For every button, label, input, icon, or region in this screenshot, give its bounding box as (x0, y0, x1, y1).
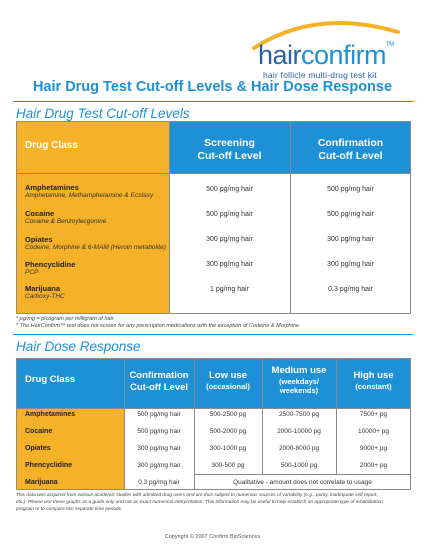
brand-wordmark-confirm: confirm (301, 40, 387, 70)
header-line: Confirmation (317, 137, 384, 149)
dose-row-high: 9000+ pg (359, 445, 388, 452)
dose-row-medium: 500-1000 pg (280, 462, 318, 469)
cutoff-note: * The HairConfirm™ test does not screen … (16, 323, 300, 329)
cutoff-row-screening: 500 pg/mg hair (206, 211, 253, 218)
header-line: (constant) (355, 381, 392, 391)
dose-disclaimer: etc.). Please use these graphs as a guid… (16, 500, 383, 505)
cutoff-row-confirmation: 500 pg/mg hair (327, 186, 374, 193)
dose-col-divider (262, 358, 263, 474)
dose-col-divider (336, 358, 337, 474)
brand-wordmark-hair: hair (258, 40, 302, 70)
cutoff-header-divider (16, 173, 411, 174)
dose-row-drug: Phencyclidine (25, 462, 73, 469)
dose-header-bg (16, 358, 411, 408)
cutoff-note: * pg/mg = picogram per milligram of hair (16, 316, 114, 322)
header-line: Screening (204, 137, 255, 149)
title-divider (13, 101, 413, 102)
dose-row-low: 300-1000 pg (209, 445, 247, 452)
cutoff-row-sub: PCP (25, 269, 39, 276)
section-divider (13, 334, 413, 335)
cutoff-row-sub: Cocaine & Benzoylecgonine (25, 218, 107, 225)
cutoff-row-drug: Amphetamines (25, 183, 79, 192)
dose-drug-column-bg (16, 408, 124, 490)
trademark-mark: TM (386, 42, 394, 48)
dose-row-high: 10000+ pg (358, 428, 389, 435)
cutoff-header-confirmation: Confirmation Cut-off Level (290, 137, 411, 163)
dose-header-medium-use: Medium use (weekdays/ weekends) (262, 365, 336, 396)
dose-row-confirmation: 500 pg/mg hair (137, 428, 181, 435)
dose-row-confirmation: 300 pg/mg hair (137, 445, 181, 452)
brand-wordmark: hairconfirmTM (258, 42, 394, 69)
dose-row-confirmation: 0.3 pg/mg hair (138, 479, 180, 486)
dose-table (16, 358, 411, 490)
header-line: Confirmation (129, 370, 189, 381)
dose-row-drug: Cocaine (25, 428, 53, 435)
dose-row-low: 500-2000 pg (209, 428, 247, 435)
dose-header-drug-class: Drug Class (25, 374, 76, 385)
cutoff-row-drug: Phencyclidine (25, 260, 76, 269)
cutoff-row-confirmation: 300 pg/mg hair (327, 261, 374, 268)
dose-row-medium: 2000-8000 pg (278, 445, 320, 452)
cutoff-row-drug: Opiates (25, 235, 53, 244)
cutoff-row-screening: 500 pg/mg hair (206, 186, 253, 193)
cutoff-row-sub: Amphetamine, Methamphetamine & Ecstasy (25, 192, 154, 199)
cutoff-row-confirmation: 300 pg/mg hair (327, 236, 374, 243)
brand-tagline: hair follicle multi-drug test kit (263, 70, 377, 80)
dose-row-drug: Marijuana (25, 479, 58, 486)
cutoff-row-drug: Marijuana (25, 284, 61, 293)
cutoff-row-sub: Carboxy-THC (25, 293, 65, 300)
cutoff-col-divider (290, 121, 291, 314)
cutoff-row-drug: Cocaine (25, 209, 55, 218)
cutoff-header-drug-class: Drug Class (25, 140, 78, 151)
header-line: weekends) (279, 386, 319, 396)
dose-row-drug: Amphetamines (25, 411, 76, 418)
dose-header-low-use: Low use (occasional) (194, 370, 262, 391)
dose-header-high-use: High use (constant) (336, 370, 411, 391)
brand-logo: hairconfirmTM hair follicle multi-drug t… (236, 14, 416, 80)
header-line: High use (353, 370, 394, 381)
header-line: Cut-off Level (197, 150, 262, 163)
header-line: Low use (208, 370, 247, 381)
dose-row-low: 300-500 pg (211, 462, 245, 469)
dose-row-confirmation: 300 pg/mg hair (137, 462, 181, 469)
cutoff-drug-column-bg (16, 121, 169, 314)
header-line: Medium use (271, 365, 327, 376)
dose-header-divider (16, 408, 411, 409)
dose-col-divider (194, 358, 195, 490)
cutoff-table (16, 121, 411, 314)
dose-row-drug: Opiates (25, 445, 51, 452)
dose-disclaimer: program or to compare two separate time … (16, 507, 123, 512)
copyright-footer: Copyright © 2007 Confirm BioSciences (164, 534, 261, 540)
dose-row-medium: 2000-10000 pg (277, 428, 321, 435)
cutoff-section-title: Hair Drug Test Cut-off Levels (16, 106, 190, 121)
dose-row-medium: 2500-7500 pg (278, 411, 320, 418)
header-line: (weekdays/ (278, 376, 320, 386)
dose-row-high: 7500+ pg (359, 411, 388, 418)
cutoff-row-screening: 300 pg/mg hair (206, 236, 253, 243)
dose-row-high: 2000+ pg (359, 462, 388, 469)
marijuana-qualitative-note: Qualitative - amount does not correlate … (233, 479, 372, 486)
cutoff-col-divider (169, 121, 170, 314)
header-line: Cut-off Level (318, 150, 383, 163)
cutoff-row-screening: 300 pg/mg hair (206, 261, 253, 268)
cutoff-row-confirmation: 500 pg/mg hair (327, 211, 374, 218)
cutoff-row-confirmation: 0.3 pg/mg hair (328, 286, 373, 293)
header-line: Cut-off Level (129, 381, 189, 393)
dose-row-low: 500-2500 pg (209, 411, 247, 418)
page-title: Hair Drug Test Cut-off Levels & Hair Dos… (32, 79, 393, 95)
dose-section-title: Hair Dose Response (16, 339, 141, 354)
cutoff-row-screening: 1 pg/mg hair (210, 286, 249, 293)
swoosh-arc-icon (252, 21, 400, 50)
dose-row-confirmation: 500 pg/mg hair (137, 411, 181, 418)
header-line: (occasional) (206, 381, 250, 391)
marijuana-row-divider (194, 474, 411, 475)
cutoff-row-sub: Codeine, Morphine & 6-MAM (Heroin metabo… (25, 244, 166, 251)
cutoff-header-screening: Screening Cut-off Level (169, 137, 290, 163)
dose-header-confirmation: Confirmation Cut-off Level (124, 370, 194, 394)
dose-col-divider (124, 358, 125, 490)
dose-disclaimer: This data was acquired from various acad… (16, 493, 378, 498)
